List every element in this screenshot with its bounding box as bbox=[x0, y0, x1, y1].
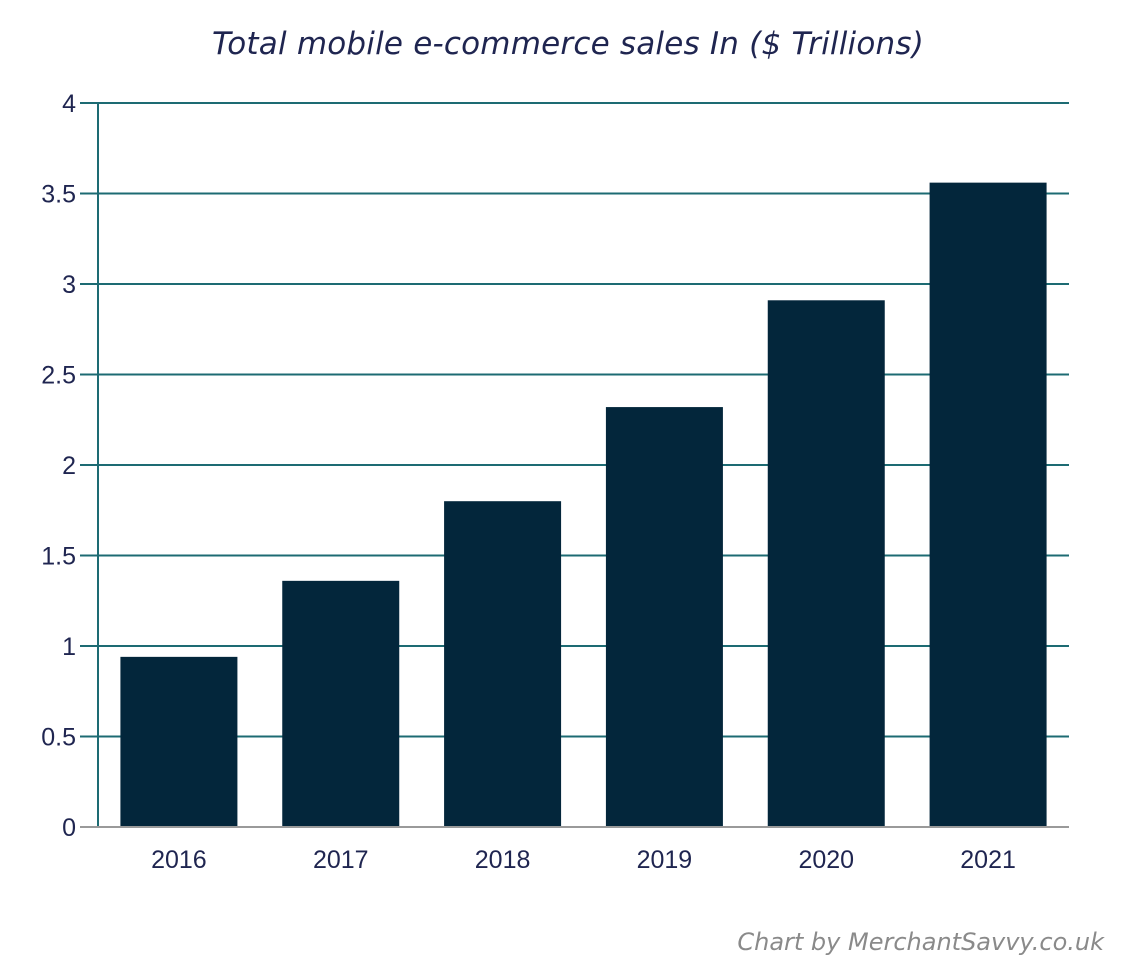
bar bbox=[929, 182, 1047, 827]
y-tick-label: 1 bbox=[62, 633, 76, 661]
x-tick-label: 2017 bbox=[313, 846, 369, 874]
y-tick-labels: 0 0.5 1 1.5 2 2.5 3 3.5 4 bbox=[41, 90, 76, 842]
x-tick-label: 2020 bbox=[798, 846, 854, 874]
bar bbox=[120, 656, 238, 827]
y-tick-label: 3.5 bbox=[41, 181, 76, 209]
bar bbox=[444, 501, 562, 827]
x-tick-labels: 2016 2017 2018 2019 2020 2021 bbox=[151, 846, 1016, 874]
x-tick-label: 2019 bbox=[637, 846, 693, 874]
chart-credit: Chart by MerchantSavvy.co.uk bbox=[737, 928, 1104, 956]
bar bbox=[767, 300, 885, 827]
x-tick-label: 2016 bbox=[151, 846, 207, 874]
bar bbox=[282, 580, 400, 827]
y-tick-label: 3 bbox=[62, 271, 76, 299]
axes bbox=[80, 103, 1069, 828]
gridlines bbox=[80, 102, 1069, 738]
y-tick-label: 2 bbox=[62, 452, 76, 480]
y-tick-label: 1.5 bbox=[41, 543, 76, 571]
bars bbox=[120, 182, 1047, 827]
y-tick-label: 4 bbox=[62, 90, 76, 118]
y-tick-label: 2.5 bbox=[41, 362, 76, 390]
bar bbox=[605, 407, 723, 827]
y-tick-label: 0 bbox=[62, 814, 76, 842]
y-tick-label: 0.5 bbox=[41, 724, 76, 752]
x-tick-label: 2021 bbox=[960, 846, 1016, 874]
x-tick-label: 2018 bbox=[475, 846, 531, 874]
chart-title: Total mobile e-commerce sales In ($ Tril… bbox=[211, 26, 925, 62]
